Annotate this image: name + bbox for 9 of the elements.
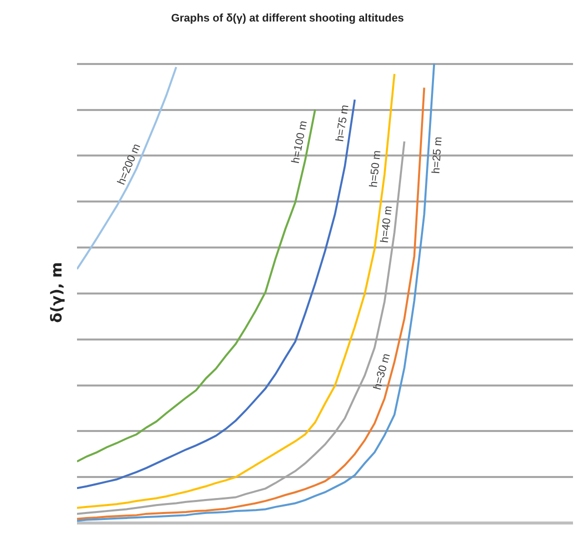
text: h=75 m (334, 104, 352, 142)
text: h=200 m (116, 142, 144, 187)
y-axis-title: δ(γ), m (47, 262, 66, 323)
chart-title: Graphs of δ(γ) at different shooting altitudes (171, 12, 404, 25)
text: h=100 m (290, 120, 310, 164)
text: h=25 m (430, 136, 445, 174)
text: h=40 m (378, 205, 395, 244)
text: h=30 m (372, 352, 393, 392)
text: h=50 m (368, 150, 384, 188)
